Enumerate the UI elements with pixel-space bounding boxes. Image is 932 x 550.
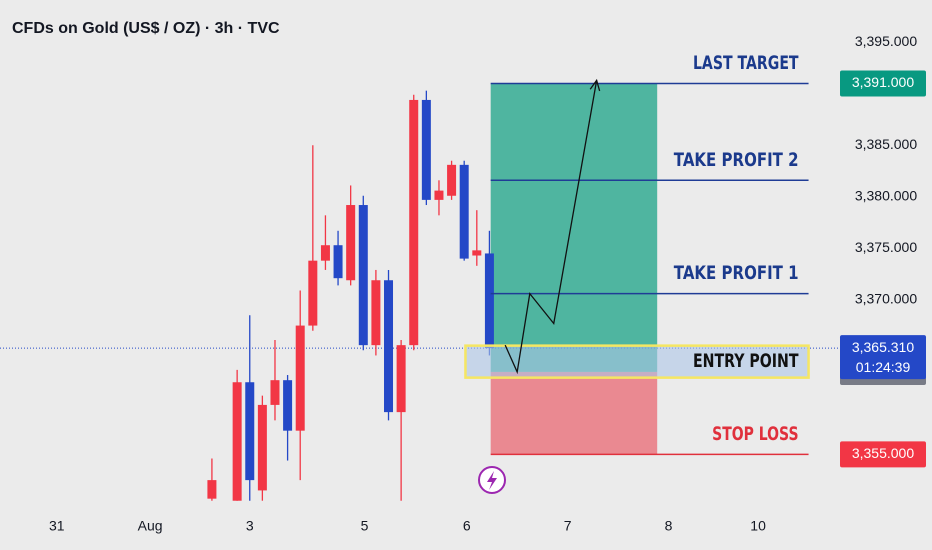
candle-body: [472, 250, 482, 256]
candle-body: [484, 253, 494, 349]
x-tick-label: 10: [750, 518, 766, 534]
entry-box: [464, 344, 810, 379]
candle-body: [421, 99, 431, 200]
price-badge: [840, 70, 926, 97]
price-badge: [840, 441, 926, 468]
candle-body: [207, 480, 217, 499]
level-label: STOP LOSS: [712, 423, 798, 445]
candle-body: [396, 345, 406, 413]
candle-body: [257, 404, 267, 491]
projection-path: [504, 80, 598, 375]
plot-area: LAST TARGET TAKE PROFIT 2 TAKE PROFIT 1 ENT…: [0, 52, 840, 501]
candle-body: [434, 190, 444, 200]
level-label: LAST TARGET: [693, 52, 799, 74]
x-tick-label: 3: [246, 518, 254, 534]
chart-title: CFDs on Gold (US$ / OZ) · 3h · TVC: [12, 20, 280, 37]
current-price-badge: [840, 335, 926, 380]
current-price-label: 3,365.310: [852, 339, 914, 355]
x-tick-label: 31: [49, 518, 65, 534]
y-tick-label: 3,385.000: [855, 136, 917, 152]
price-badge-label: 3,391.000: [852, 74, 914, 90]
lightning: [487, 471, 497, 490]
level-label: TAKE PROFIT 2: [674, 149, 799, 171]
candle-body: [409, 99, 419, 346]
candle-body: [346, 205, 356, 281]
arrow-head: [589, 78, 601, 92]
candle-body: [384, 280, 394, 413]
x-tick-label: 8: [665, 518, 673, 534]
profit-zone: [490, 83, 658, 372]
x-tick-label: 7: [564, 518, 572, 534]
y-tick-label: 3,395.000: [855, 33, 917, 49]
candle-body: [232, 382, 242, 501]
x-tick-label: 6: [463, 518, 471, 534]
candle-body: [295, 325, 305, 431]
candle-body: [270, 380, 280, 405]
y-tick-label: 3,380.000: [855, 187, 917, 203]
candle-body: [447, 164, 457, 196]
y-tick-label: 3,375.000: [855, 239, 917, 255]
candle-body: [371, 280, 381, 346]
candle-body: [333, 245, 343, 279]
y-tick-label: 3,370.000: [855, 291, 917, 307]
level-label: ENTRY POINT: [693, 350, 799, 372]
level-label: TAKE PROFIT 1: [674, 262, 799, 284]
candle-body: [245, 382, 255, 481]
candle-body: [358, 205, 368, 346]
candle-body: [320, 245, 330, 261]
price-badge-label: 3,355.000: [852, 445, 914, 461]
candle-body: [283, 380, 293, 431]
event-icon: [478, 466, 506, 494]
x-tick-label: 5: [361, 518, 369, 534]
countdown: 01:24:39: [856, 359, 911, 375]
candle-body: [308, 260, 318, 326]
candle-body: [459, 164, 469, 259]
loss-zone: [490, 371, 658, 455]
x-tick-label: Aug: [138, 518, 163, 534]
